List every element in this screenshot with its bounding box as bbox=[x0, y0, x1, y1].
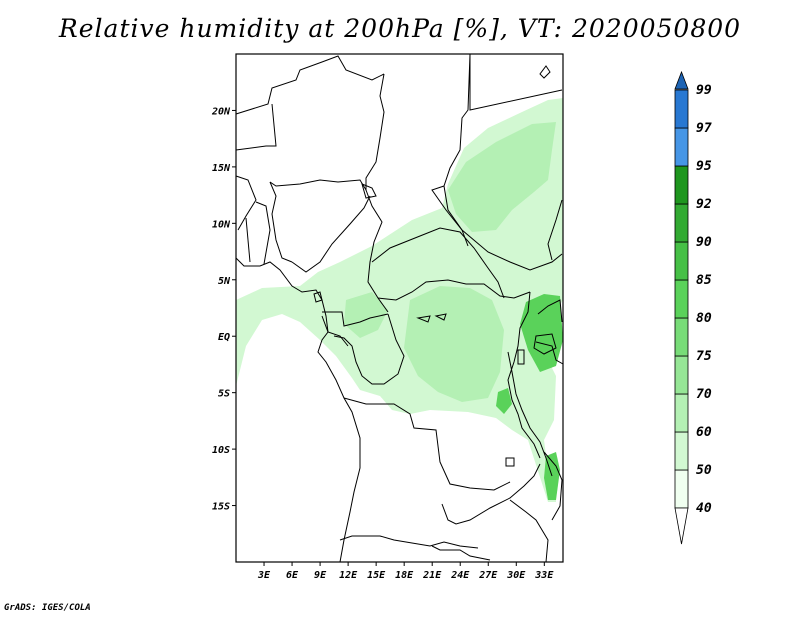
colorbar-over-arrow bbox=[674, 70, 689, 90]
x-tick-label-8: 27E bbox=[478, 570, 498, 581]
border-namibia bbox=[431, 545, 491, 561]
border-car-south bbox=[377, 279, 531, 301]
y-tick-label-1: 15N bbox=[212, 163, 231, 174]
colorbar-box-7 bbox=[674, 203, 689, 243]
border-mozambique bbox=[509, 499, 549, 563]
border-congo-drc bbox=[333, 313, 405, 385]
border-sudan bbox=[431, 185, 563, 271]
colorbar: 40 50 60 70 75 80 85 90 92 95 97 99 bbox=[674, 70, 712, 545]
colorbar-label-5: 80 bbox=[696, 311, 712, 326]
border-east-1 bbox=[537, 299, 563, 323]
border-nigeria-cameroon bbox=[291, 195, 371, 273]
colorbar-label-2: 60 bbox=[696, 425, 712, 440]
border-benin bbox=[255, 201, 271, 265]
y-tick-label-7: 15S bbox=[212, 502, 230, 513]
colorbar-label-9: 95 bbox=[696, 159, 712, 174]
colorbar-box-5 bbox=[674, 279, 689, 319]
lake-victoria bbox=[533, 333, 557, 355]
x-axis: 3E 6E 9E 12E 15E 18E 21E 24E 27E 30E 33E bbox=[257, 562, 554, 581]
shading-sahel-medium bbox=[448, 122, 556, 232]
shading-lakes-dark bbox=[520, 294, 563, 372]
colorbar-box-10 bbox=[674, 89, 689, 129]
colorbar-label-3: 70 bbox=[696, 387, 712, 402]
lake-chad bbox=[361, 183, 377, 199]
y-tick-label-2: 10N bbox=[212, 219, 231, 230]
map-frame bbox=[235, 53, 564, 563]
colorbar-label-7: 90 bbox=[696, 235, 712, 250]
y-tick-label-5: 5S bbox=[218, 389, 230, 400]
x-tick-label-1: 6E bbox=[286, 570, 299, 581]
colorbar-box-6 bbox=[674, 241, 689, 281]
colorbar-label-1: 50 bbox=[696, 463, 712, 478]
border-burkina bbox=[235, 175, 257, 231]
colorbar-label-8: 92 bbox=[696, 197, 712, 212]
colorbar-label-0: 40 bbox=[696, 501, 712, 516]
coastline-west-africa bbox=[235, 257, 361, 563]
border-zambia bbox=[441, 463, 541, 525]
country-borders bbox=[235, 53, 564, 563]
lake-congo-1 bbox=[416, 315, 431, 323]
border-chad-east bbox=[443, 53, 471, 247]
colorbar-box-8 bbox=[674, 165, 689, 205]
x-tick-label-6: 21E bbox=[422, 570, 442, 581]
lake-mweru bbox=[505, 457, 515, 467]
colorbar-box-3 bbox=[674, 355, 689, 395]
shading-patch-east bbox=[496, 388, 512, 414]
y-axis: 20N 15N 10N 5N EQ 5S 10S 15S bbox=[211, 106, 236, 513]
border-drc-east bbox=[507, 291, 541, 459]
border-niger-nigeria bbox=[269, 181, 293, 263]
colorbar-box-1 bbox=[674, 431, 689, 471]
x-tick-label-2: 9E bbox=[314, 570, 327, 581]
x-tick-label-4: 15E bbox=[367, 570, 386, 581]
y-tick-label-3: 5N bbox=[218, 276, 231, 287]
border-chad-west bbox=[365, 189, 389, 313]
border-car-north bbox=[371, 227, 505, 299]
x-tick-label-9: 30E bbox=[506, 570, 526, 581]
border-malawi bbox=[543, 451, 563, 521]
border-sudan-east bbox=[547, 199, 563, 261]
border-togo bbox=[245, 217, 251, 263]
shading-central-medium bbox=[404, 286, 504, 402]
colorbar-box-0 bbox=[674, 469, 689, 509]
x-tick-label-7: 24E bbox=[450, 570, 470, 581]
border-drc-angola bbox=[343, 397, 511, 491]
shading-congo-medium bbox=[344, 292, 388, 338]
lake-kivu bbox=[517, 349, 525, 365]
colorbar-box-2 bbox=[674, 393, 689, 433]
lake-turkana bbox=[539, 65, 551, 79]
footer-credit: GrADS: IGES/COLA bbox=[4, 603, 91, 613]
colorbar-under-arrow bbox=[674, 507, 689, 545]
x-tick-label-10: 33E bbox=[534, 570, 554, 581]
border-mali-east bbox=[235, 103, 277, 151]
border-cameroon-gabon bbox=[322, 311, 389, 327]
border-west-1 bbox=[235, 55, 385, 115]
x-tick-label-0: 3E bbox=[257, 570, 271, 581]
border-lake-tanganyika bbox=[507, 351, 553, 477]
colorbar-label-11: 99 bbox=[696, 83, 712, 98]
y-tick-label-0: 20N bbox=[211, 106, 231, 117]
x-tick-label-5: 18E bbox=[395, 570, 414, 581]
x-tick-label-3: 12E bbox=[339, 570, 358, 581]
y-tick-label-6: 10S bbox=[212, 445, 230, 456]
chart-title: Relative humidity at 200hPa [%], VT: 202… bbox=[58, 14, 742, 43]
colorbar-box-9 bbox=[674, 127, 689, 167]
lake-congo-2 bbox=[434, 313, 447, 321]
border-algeria-niger bbox=[269, 73, 385, 192]
colorbar-label-6: 85 bbox=[696, 273, 712, 288]
border-angola-south bbox=[339, 535, 479, 549]
island-bioko bbox=[313, 291, 323, 303]
border-gabon bbox=[321, 315, 349, 347]
y-tick-label-4: EQ bbox=[218, 332, 230, 343]
colorbar-label-4: 75 bbox=[696, 349, 712, 364]
border-libya-egypt bbox=[469, 54, 563, 111]
colorbar-box-4 bbox=[674, 317, 689, 357]
humidity-shading bbox=[236, 98, 563, 502]
colorbar-label-10: 97 bbox=[696, 121, 712, 136]
border-east-2 bbox=[535, 341, 564, 365]
